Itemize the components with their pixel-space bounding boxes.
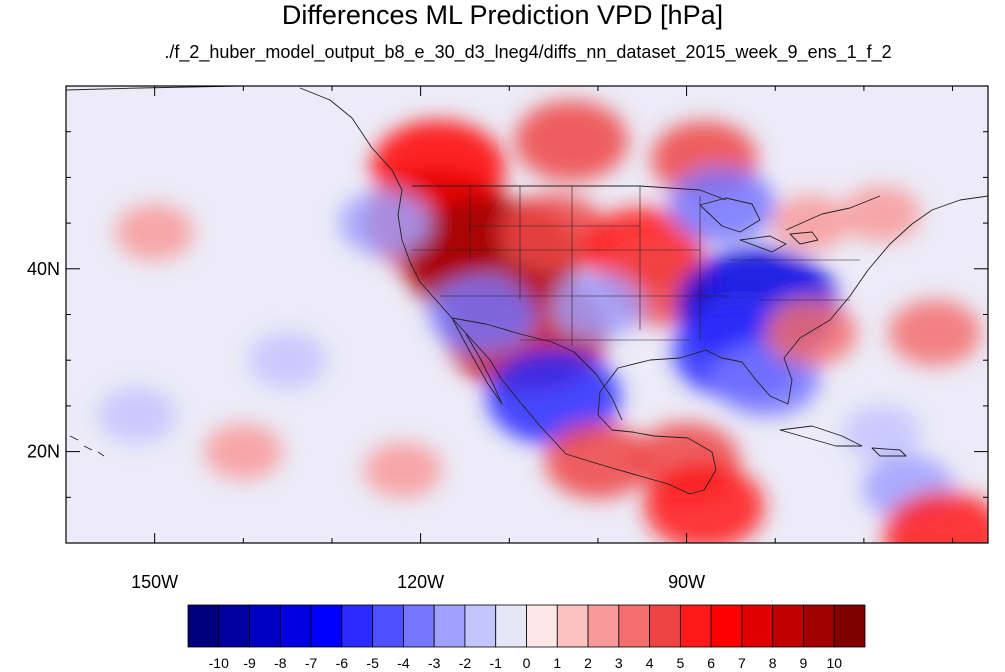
colorbar-swatch bbox=[772, 604, 804, 648]
state-lines bbox=[412, 186, 860, 346]
colorbar-swatch bbox=[279, 604, 312, 648]
lat-tick-label: 40N bbox=[27, 259, 60, 279]
anomaly-blob bbox=[771, 195, 850, 252]
us-canada-border bbox=[412, 185, 881, 231]
colorbar-label: 8 bbox=[769, 655, 777, 671]
map-panel bbox=[66, 86, 988, 543]
lat-tick-label: 20N bbox=[27, 442, 60, 462]
baja-california bbox=[451, 317, 503, 405]
map-axes: 150W 120W 90W 40N 20N bbox=[27, 86, 988, 592]
lon-tick-label: 90W bbox=[668, 572, 705, 592]
coastlines-and-borders bbox=[66, 86, 988, 495]
north-america-coastline bbox=[66, 86, 988, 495]
colorbar-label: 6 bbox=[707, 655, 715, 671]
anomaly-blob bbox=[644, 463, 765, 543]
colorbar-swatch bbox=[587, 604, 620, 648]
anomaly-blob bbox=[486, 348, 621, 445]
pacific-islands bbox=[69, 435, 105, 457]
colorbar-swatch bbox=[495, 604, 527, 648]
anomaly-blob bbox=[551, 272, 645, 339]
colorbar-swatch bbox=[803, 604, 835, 648]
anomaly-blob bbox=[842, 405, 921, 462]
colorbar-label: 0 bbox=[523, 655, 531, 671]
anomaly-blob bbox=[883, 490, 988, 543]
colorbar-swatch bbox=[310, 604, 343, 648]
anomaly-blob bbox=[97, 387, 177, 444]
colorbar-swatch bbox=[741, 604, 774, 648]
colorbar-swatch bbox=[526, 604, 558, 648]
colorbar-swatch bbox=[341, 604, 374, 648]
anomaly-blob bbox=[338, 190, 432, 257]
anomaly-blob bbox=[842, 185, 921, 242]
colorbar-swatch bbox=[649, 604, 681, 648]
anomaly-blob bbox=[363, 441, 443, 498]
colorbar: -10 -9 -8 -7 -6 -5 -4 -3 -2 -1 0 1 2 3 4 5 6 7 8 9 10 bbox=[187, 604, 866, 671]
colorbar-swatch bbox=[833, 604, 866, 648]
anomaly-blob bbox=[429, 276, 536, 353]
colorbar-label: 4 bbox=[646, 655, 654, 671]
anomaly-blob bbox=[248, 332, 327, 389]
colorbar-label: 3 bbox=[615, 655, 623, 671]
colorbar-label: -4 bbox=[397, 655, 410, 671]
colorbar-swatch bbox=[372, 604, 404, 648]
colorbar-swatch bbox=[679, 604, 712, 648]
colorbar-swatch bbox=[464, 604, 497, 648]
colorbar-label: 10 bbox=[826, 655, 842, 671]
colorbar-label: -8 bbox=[274, 655, 287, 671]
colorbar-label: -1 bbox=[490, 655, 503, 671]
colorbar-label: -9 bbox=[243, 655, 256, 671]
colorbar-swatch bbox=[403, 604, 435, 648]
plot-subtitle: ./f_2_huber_model_output_b8_e_30_d3_lneg… bbox=[164, 42, 892, 62]
colorbar-label: -3 bbox=[428, 655, 441, 671]
colorbar-label: 5 bbox=[676, 655, 684, 671]
colorbar-label: -2 bbox=[459, 655, 472, 671]
anomaly-blob bbox=[888, 299, 982, 366]
colorbar-swatch bbox=[218, 604, 250, 648]
colorbar-swatch bbox=[710, 604, 743, 648]
colorbar-label: 2 bbox=[584, 655, 592, 671]
colorbar-label: 9 bbox=[800, 655, 808, 671]
cuba-and-caribbean bbox=[779, 425, 907, 457]
lon-tick-label: 150W bbox=[131, 572, 178, 592]
anomaly-blob bbox=[115, 204, 194, 261]
anomaly-blob bbox=[500, 194, 607, 271]
colorbar-swatch bbox=[556, 604, 589, 648]
colorbar-swatch bbox=[618, 604, 650, 648]
anomaly-field bbox=[97, 100, 988, 543]
colorbar-label: -6 bbox=[336, 655, 349, 671]
lon-tick-label: 120W bbox=[397, 572, 444, 592]
anomaly-blob bbox=[544, 422, 652, 499]
great-lakes bbox=[699, 197, 819, 253]
colorbar-swatch bbox=[249, 604, 281, 648]
colorbar-swatch bbox=[433, 604, 466, 648]
colorbar-swatch bbox=[187, 604, 220, 648]
colorbar-label: -7 bbox=[305, 655, 318, 671]
colorbar-label: -10 bbox=[209, 655, 229, 671]
anomaly-blob bbox=[764, 299, 857, 366]
anomaly-blob bbox=[204, 423, 283, 480]
anomaly-blob bbox=[514, 100, 629, 182]
plot-title: Differences ML Prediction VPD [hPa] bbox=[281, 0, 724, 30]
colorbar-label: 1 bbox=[553, 655, 561, 671]
colorbar-label: 7 bbox=[738, 655, 746, 671]
anomaly-blob bbox=[668, 166, 776, 243]
us-mexico-border bbox=[451, 317, 623, 421]
colorbar-label: -5 bbox=[366, 655, 379, 671]
